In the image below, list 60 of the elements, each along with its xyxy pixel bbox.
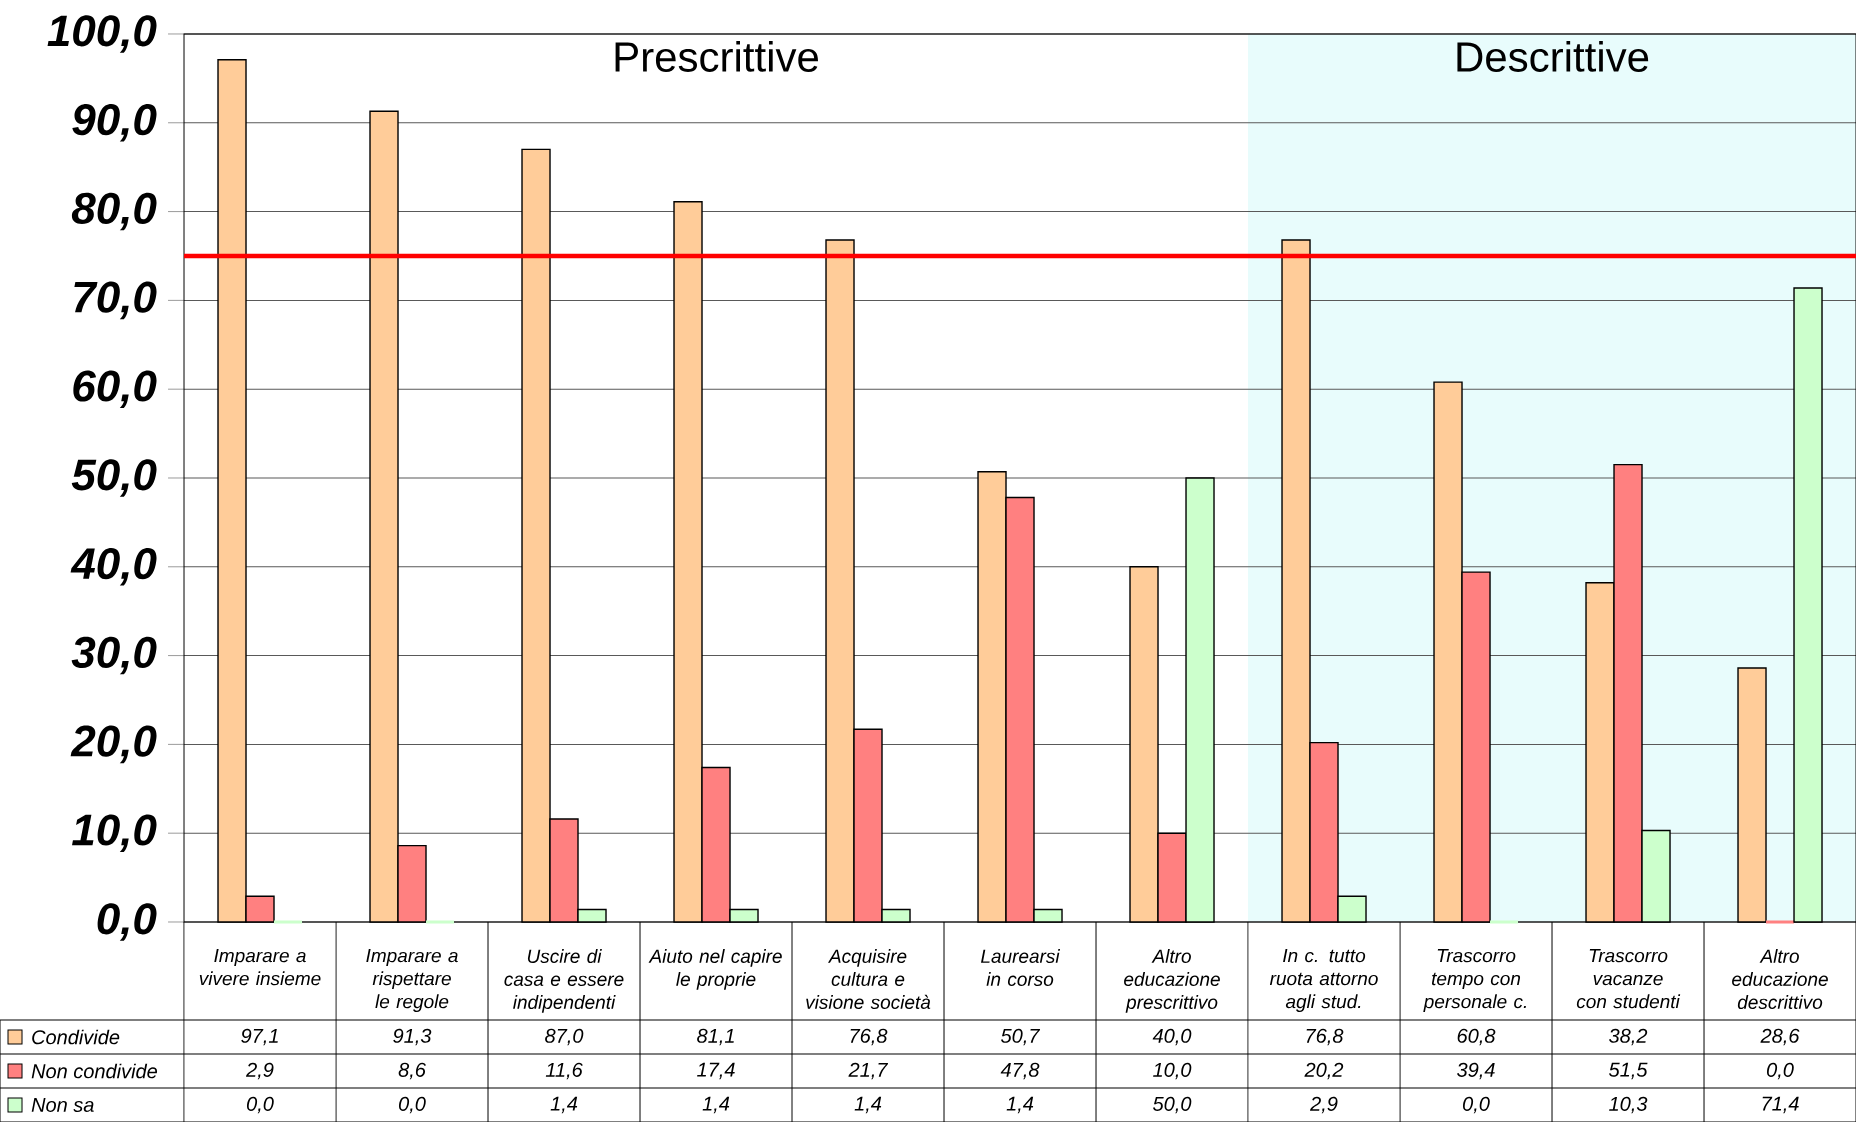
data-label: 50,7 xyxy=(1000,1028,1041,1046)
data-label: 2,9 xyxy=(1309,1096,1338,1114)
y-tick-label: 60,0 xyxy=(73,370,157,408)
data-label: 1,4 xyxy=(550,1096,578,1114)
annotation: Prescrittive xyxy=(615,41,818,72)
data-label: 20,2 xyxy=(1304,1062,1344,1080)
data-label: 8,6 xyxy=(398,1062,426,1080)
data-label: 11,6 xyxy=(545,1062,583,1080)
data-label: 1,4 xyxy=(854,1096,882,1114)
data-label: 0,0 xyxy=(398,1096,426,1114)
data-label: 87,0 xyxy=(545,1028,584,1046)
data-label: 71,4 xyxy=(1762,1096,1799,1114)
data-label: 28,6 xyxy=(1760,1028,1800,1046)
data-label: 21,7 xyxy=(848,1062,889,1080)
data-label: 76,8 xyxy=(850,1028,888,1046)
x-tick-label: Laurearsi in corso xyxy=(981,949,1061,987)
data-label: 0,0 xyxy=(1767,1062,1794,1080)
y-tick-label: 40,0 xyxy=(70,548,157,586)
data-label: 40,0 xyxy=(1152,1028,1192,1046)
data-label: 39,4 xyxy=(1457,1062,1495,1080)
y-tick-label: 30,0 xyxy=(71,636,157,675)
data-label: 97,1 xyxy=(241,1028,278,1046)
y-tick-label: 20,0 xyxy=(70,725,157,764)
data-label: 50,0 xyxy=(1152,1096,1192,1114)
x-tick-label: Acquisire cultura e visione società xyxy=(806,949,931,1010)
x-tick-label: Imparare a vivere insieme xyxy=(199,949,321,986)
y-tick-label: 70,0 xyxy=(74,281,157,320)
data-label: 51,5 xyxy=(1609,1062,1648,1080)
x-tick-label: Imparare a rispettare le regole xyxy=(366,949,458,1013)
x-tick-label: Altro educazione prescrittivo xyxy=(1124,949,1220,1013)
data-label: 47,8 xyxy=(1000,1062,1040,1080)
data-label: 17,4 xyxy=(697,1062,735,1080)
data-label: 81,1 xyxy=(697,1028,734,1046)
data-label: 10,0 xyxy=(1153,1062,1192,1080)
x-tick-label: Altro educazione descrittivo xyxy=(1732,949,1828,1010)
data-label: 2,9 xyxy=(245,1062,274,1080)
x-tick-label: Trascorro vacanze con studenti xyxy=(1576,949,1681,1009)
y-tick-label: 10,0 xyxy=(72,814,157,852)
legend-label: Non condivide xyxy=(31,1063,158,1079)
data-label: 0,0 xyxy=(1462,1096,1490,1114)
data-label: 38,2 xyxy=(1609,1028,1648,1046)
y-tick-label: 50,0 xyxy=(71,459,157,497)
y-tick-label: 100,0 xyxy=(47,15,157,53)
x-tick-label: Uscire di casa e essere indipendenti xyxy=(504,949,624,1013)
data-label: 60,8 xyxy=(1457,1028,1496,1046)
data-label: 10,3 xyxy=(1609,1096,1648,1114)
band-label: Descrittive xyxy=(1457,41,1649,72)
x-tick-label: Aiuto nel capire le proprie xyxy=(648,949,782,990)
data-label: 0,0 xyxy=(246,1096,274,1114)
data-label: 91,3 xyxy=(393,1028,432,1046)
legend-label: Non sa xyxy=(31,1098,94,1112)
y-tick-label: 90,0 xyxy=(72,104,157,142)
data-label: 76,8 xyxy=(1306,1028,1344,1046)
data-label: 1,4 xyxy=(1006,1096,1034,1114)
x-tick-label: Trascorro tempo con personale c. xyxy=(1423,949,1526,1013)
x-tick-label: In c. tutto ruota attorno agli stud. xyxy=(1269,949,1378,1013)
data-label: 1,4 xyxy=(702,1096,730,1114)
legend-label: Condivide xyxy=(32,1029,120,1045)
y-tick-label: 80,0 xyxy=(71,192,157,231)
y-tick-label: 0,0 xyxy=(97,903,157,941)
